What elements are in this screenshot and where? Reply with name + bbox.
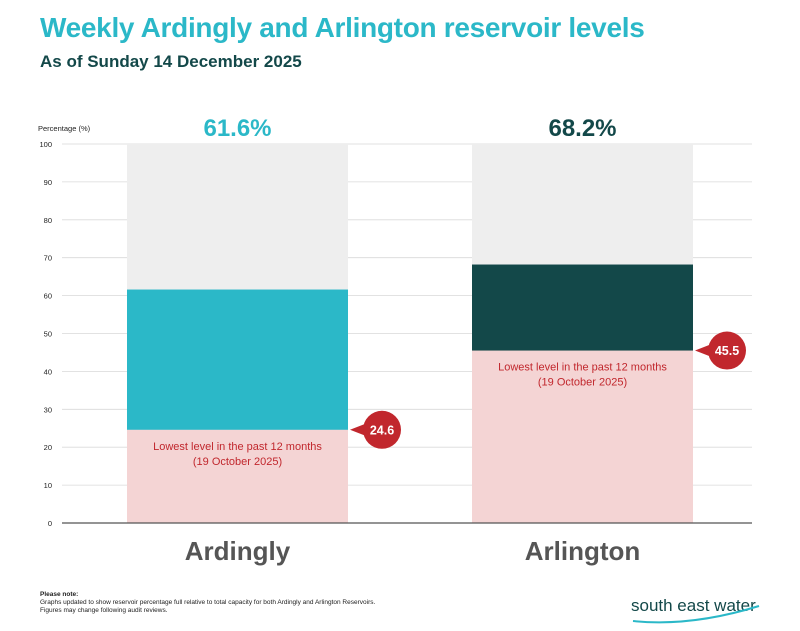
- y-tick-label: 100: [39, 140, 52, 149]
- lowest-marker: [708, 331, 746, 370]
- y-tick-label: 40: [44, 367, 52, 376]
- footnote-line-2: Figures may change following audit revie…: [40, 607, 168, 614]
- lowest-marker-label: 45.5: [715, 344, 739, 358]
- y-tick-label: 0: [48, 519, 52, 528]
- chart-subtitle: As of Sunday 14 December 2025: [40, 52, 302, 71]
- lowest-zone: [472, 350, 693, 523]
- footnote: Please note: Graphs updated to show rese…: [40, 591, 375, 615]
- y-tick-label: 10: [44, 481, 52, 490]
- chart-title: Weekly Ardingly and Arlington reservoir …: [40, 12, 645, 43]
- lowest-zone: [127, 429, 348, 523]
- lowest-marker-label: 24.6: [370, 423, 394, 437]
- y-tick-label: 30: [44, 405, 52, 414]
- lowest-text-line2: (19 October 2025): [193, 456, 282, 468]
- south-east-water-logo: south east water: [631, 594, 761, 624]
- value-label: 68.2%: [548, 115, 616, 142]
- footnote-line-1: Graphs updated to show reservoir percent…: [40, 599, 376, 606]
- y-tick-label: 80: [44, 216, 52, 225]
- logo-swoosh-icon: [632, 605, 760, 624]
- lowest-text-line2: (19 October 2025): [538, 377, 627, 389]
- lowest-text-line1: Lowest level in the past 12 months: [498, 362, 667, 374]
- y-tick-label: 90: [44, 178, 52, 187]
- category-label: Ardingly: [185, 536, 291, 566]
- y-tick-label: 60: [44, 292, 52, 301]
- y-tick-label: 20: [44, 443, 52, 452]
- y-axis-label: Percentage (%): [38, 124, 91, 133]
- value-label: 61.6%: [203, 115, 271, 142]
- footnote-heading: Please note:: [40, 591, 79, 598]
- category-label: Arlington: [525, 536, 641, 566]
- y-tick-label: 70: [44, 254, 52, 263]
- y-tick-label: 50: [44, 330, 52, 339]
- lowest-text-line1: Lowest level in the past 12 months: [153, 441, 322, 453]
- logo-text: south east water: [631, 596, 756, 615]
- lowest-marker: [363, 410, 401, 449]
